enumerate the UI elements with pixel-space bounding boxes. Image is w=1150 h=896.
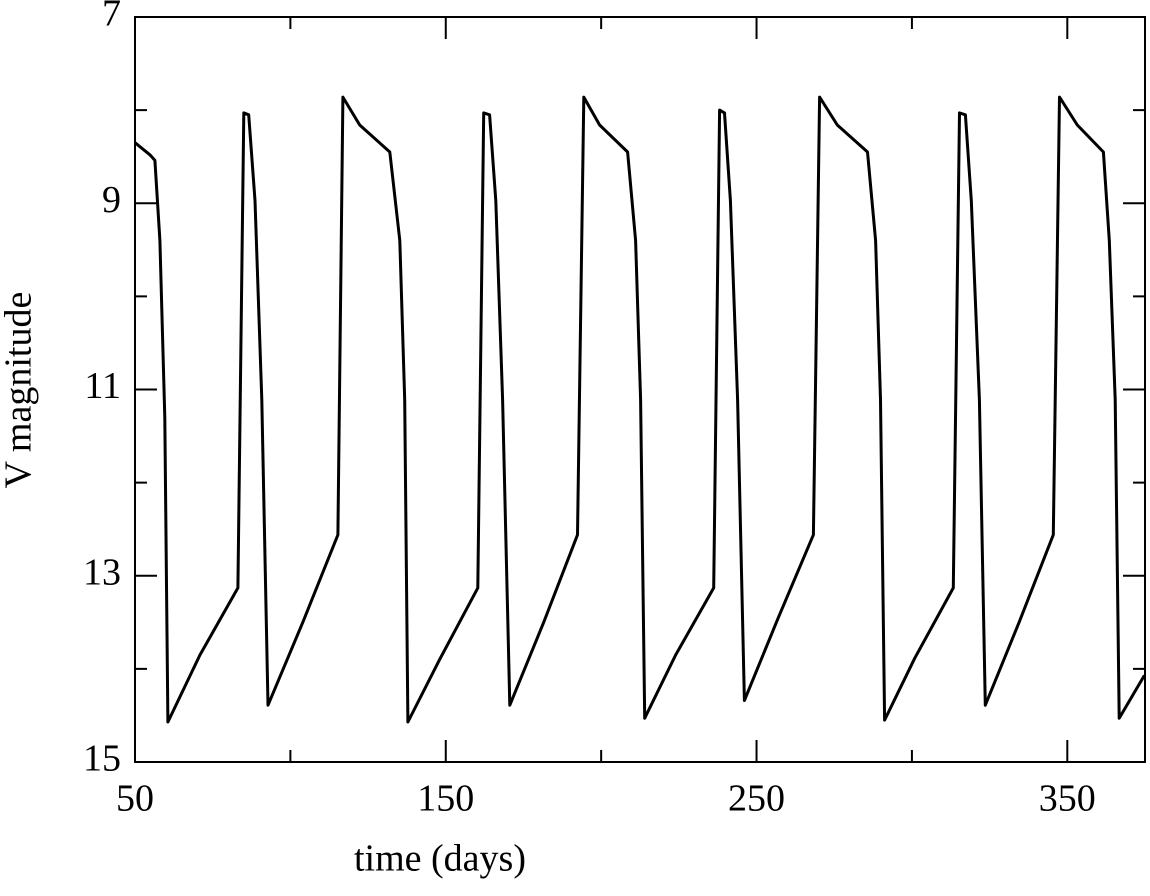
y-tick-label: 7	[102, 0, 121, 35]
y-tick-label: 13	[83, 551, 121, 593]
y-tick-label: 11	[84, 365, 121, 407]
y-tick-label: 9	[102, 179, 121, 221]
x-tick-label: 350	[1039, 778, 1096, 820]
x-tick-label: 50	[116, 778, 154, 820]
x-tick-label: 250	[728, 778, 785, 820]
light-curve	[134, 95, 1146, 724]
y-tick-label: 15	[83, 738, 121, 780]
x-axis-title: time (days)	[354, 838, 526, 880]
y-axis-title: V magnitude	[0, 292, 40, 489]
x-tick-label: 150	[417, 778, 474, 820]
